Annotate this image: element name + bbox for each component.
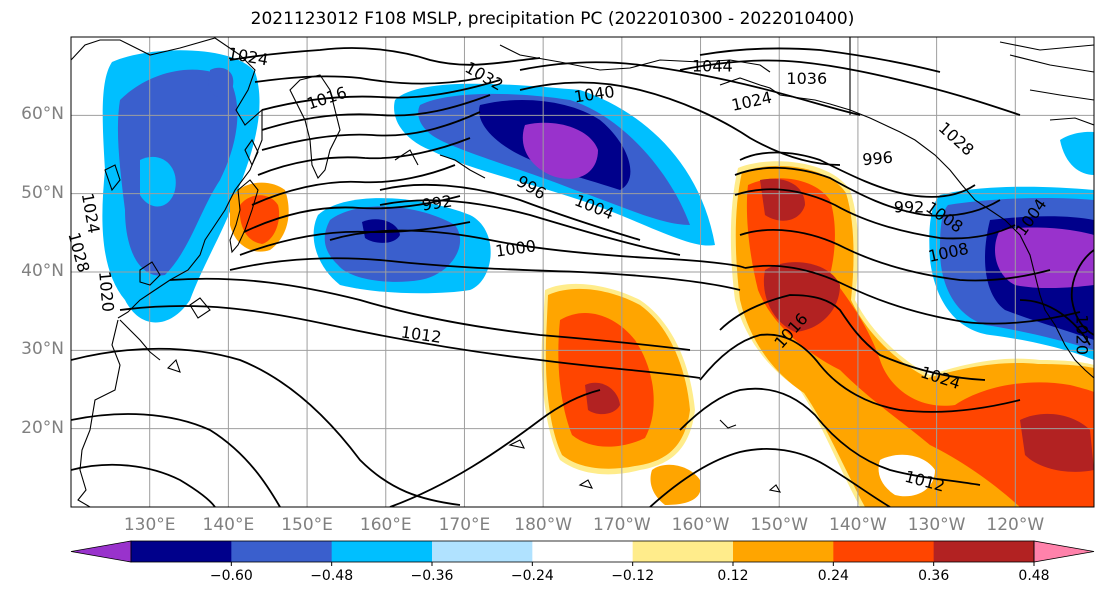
colorbar-tick-label: −0.60	[209, 568, 253, 584]
lat-tick-label: 60°N	[21, 104, 64, 125]
isobar-label: 1020	[95, 270, 117, 312]
isobar-value: 1036	[786, 69, 827, 88]
colorbar-tick-label: 0.24	[817, 568, 849, 584]
colorbar-tick-label: 0.36	[918, 568, 950, 584]
positive-precip-japan	[230, 182, 289, 252]
lat-tick-label: 30°N	[21, 339, 64, 360]
isobar-value: 992	[420, 192, 453, 215]
lon-tick-label: 120°W	[986, 515, 1045, 535]
positive-precip-subtropical-pacific	[541, 283, 701, 505]
isobar-label: 1044	[692, 56, 733, 75]
colorbar-tick-label: −0.24	[510, 568, 554, 584]
lat-tick-label: 40°N	[21, 261, 64, 281]
isobar-value: 1020	[95, 270, 117, 312]
lon-tick-label: 160°W	[671, 515, 730, 535]
isobar-value: 1044	[692, 56, 733, 75]
map-title: 2021123012 F108 MSLP, precipitation PC (…	[250, 9, 855, 29]
lon-tick-label: 170°W	[592, 515, 651, 535]
isobar-label: 996	[862, 148, 894, 170]
isobar-label: 992	[420, 192, 453, 215]
isobars	[71, 47, 1094, 507]
isobar-label: 1036	[786, 69, 827, 88]
colorbar-tick-label: −0.12	[611, 568, 655, 584]
lat-tick-label: 50°N	[21, 182, 64, 203]
colorbar-tick-label: −0.48	[310, 568, 354, 584]
map-frame	[70, 36, 1095, 508]
isobar-value: 1020	[1073, 314, 1092, 355]
lon-tick-label: 180°W	[514, 515, 573, 535]
colorbar-tick-label: 0.12	[717, 568, 749, 584]
lon-tick-label: 150°E	[281, 515, 333, 535]
negative-precip-nw-asia	[102, 50, 260, 323]
lon-tick-label: 130°E	[123, 515, 176, 535]
precipitation-field	[102, 50, 1094, 507]
lon-tick-label: 140°W	[829, 515, 887, 535]
coastlines	[71, 37, 1094, 507]
colorbar-tick-label: 0.48	[1018, 568, 1050, 584]
isobar-value: 996	[862, 148, 894, 170]
lon-tick-label: 170°E	[438, 515, 491, 535]
negative-precip-central-pacific	[313, 198, 491, 294]
lon-tick-label: 160°E	[359, 515, 412, 535]
lon-tick-label: 130°W	[907, 515, 966, 535]
isobar-label: 992	[894, 197, 925, 216]
isobar-label: 1020	[1073, 314, 1092, 355]
lon-tick-label: 140°E	[202, 515, 255, 535]
lon-tick-label: 150°W	[750, 515, 809, 535]
colorbar-tick-label: −0.36	[410, 568, 454, 584]
lat-tick-label: 20°N	[21, 417, 64, 438]
isobar-value: 992	[894, 197, 925, 216]
